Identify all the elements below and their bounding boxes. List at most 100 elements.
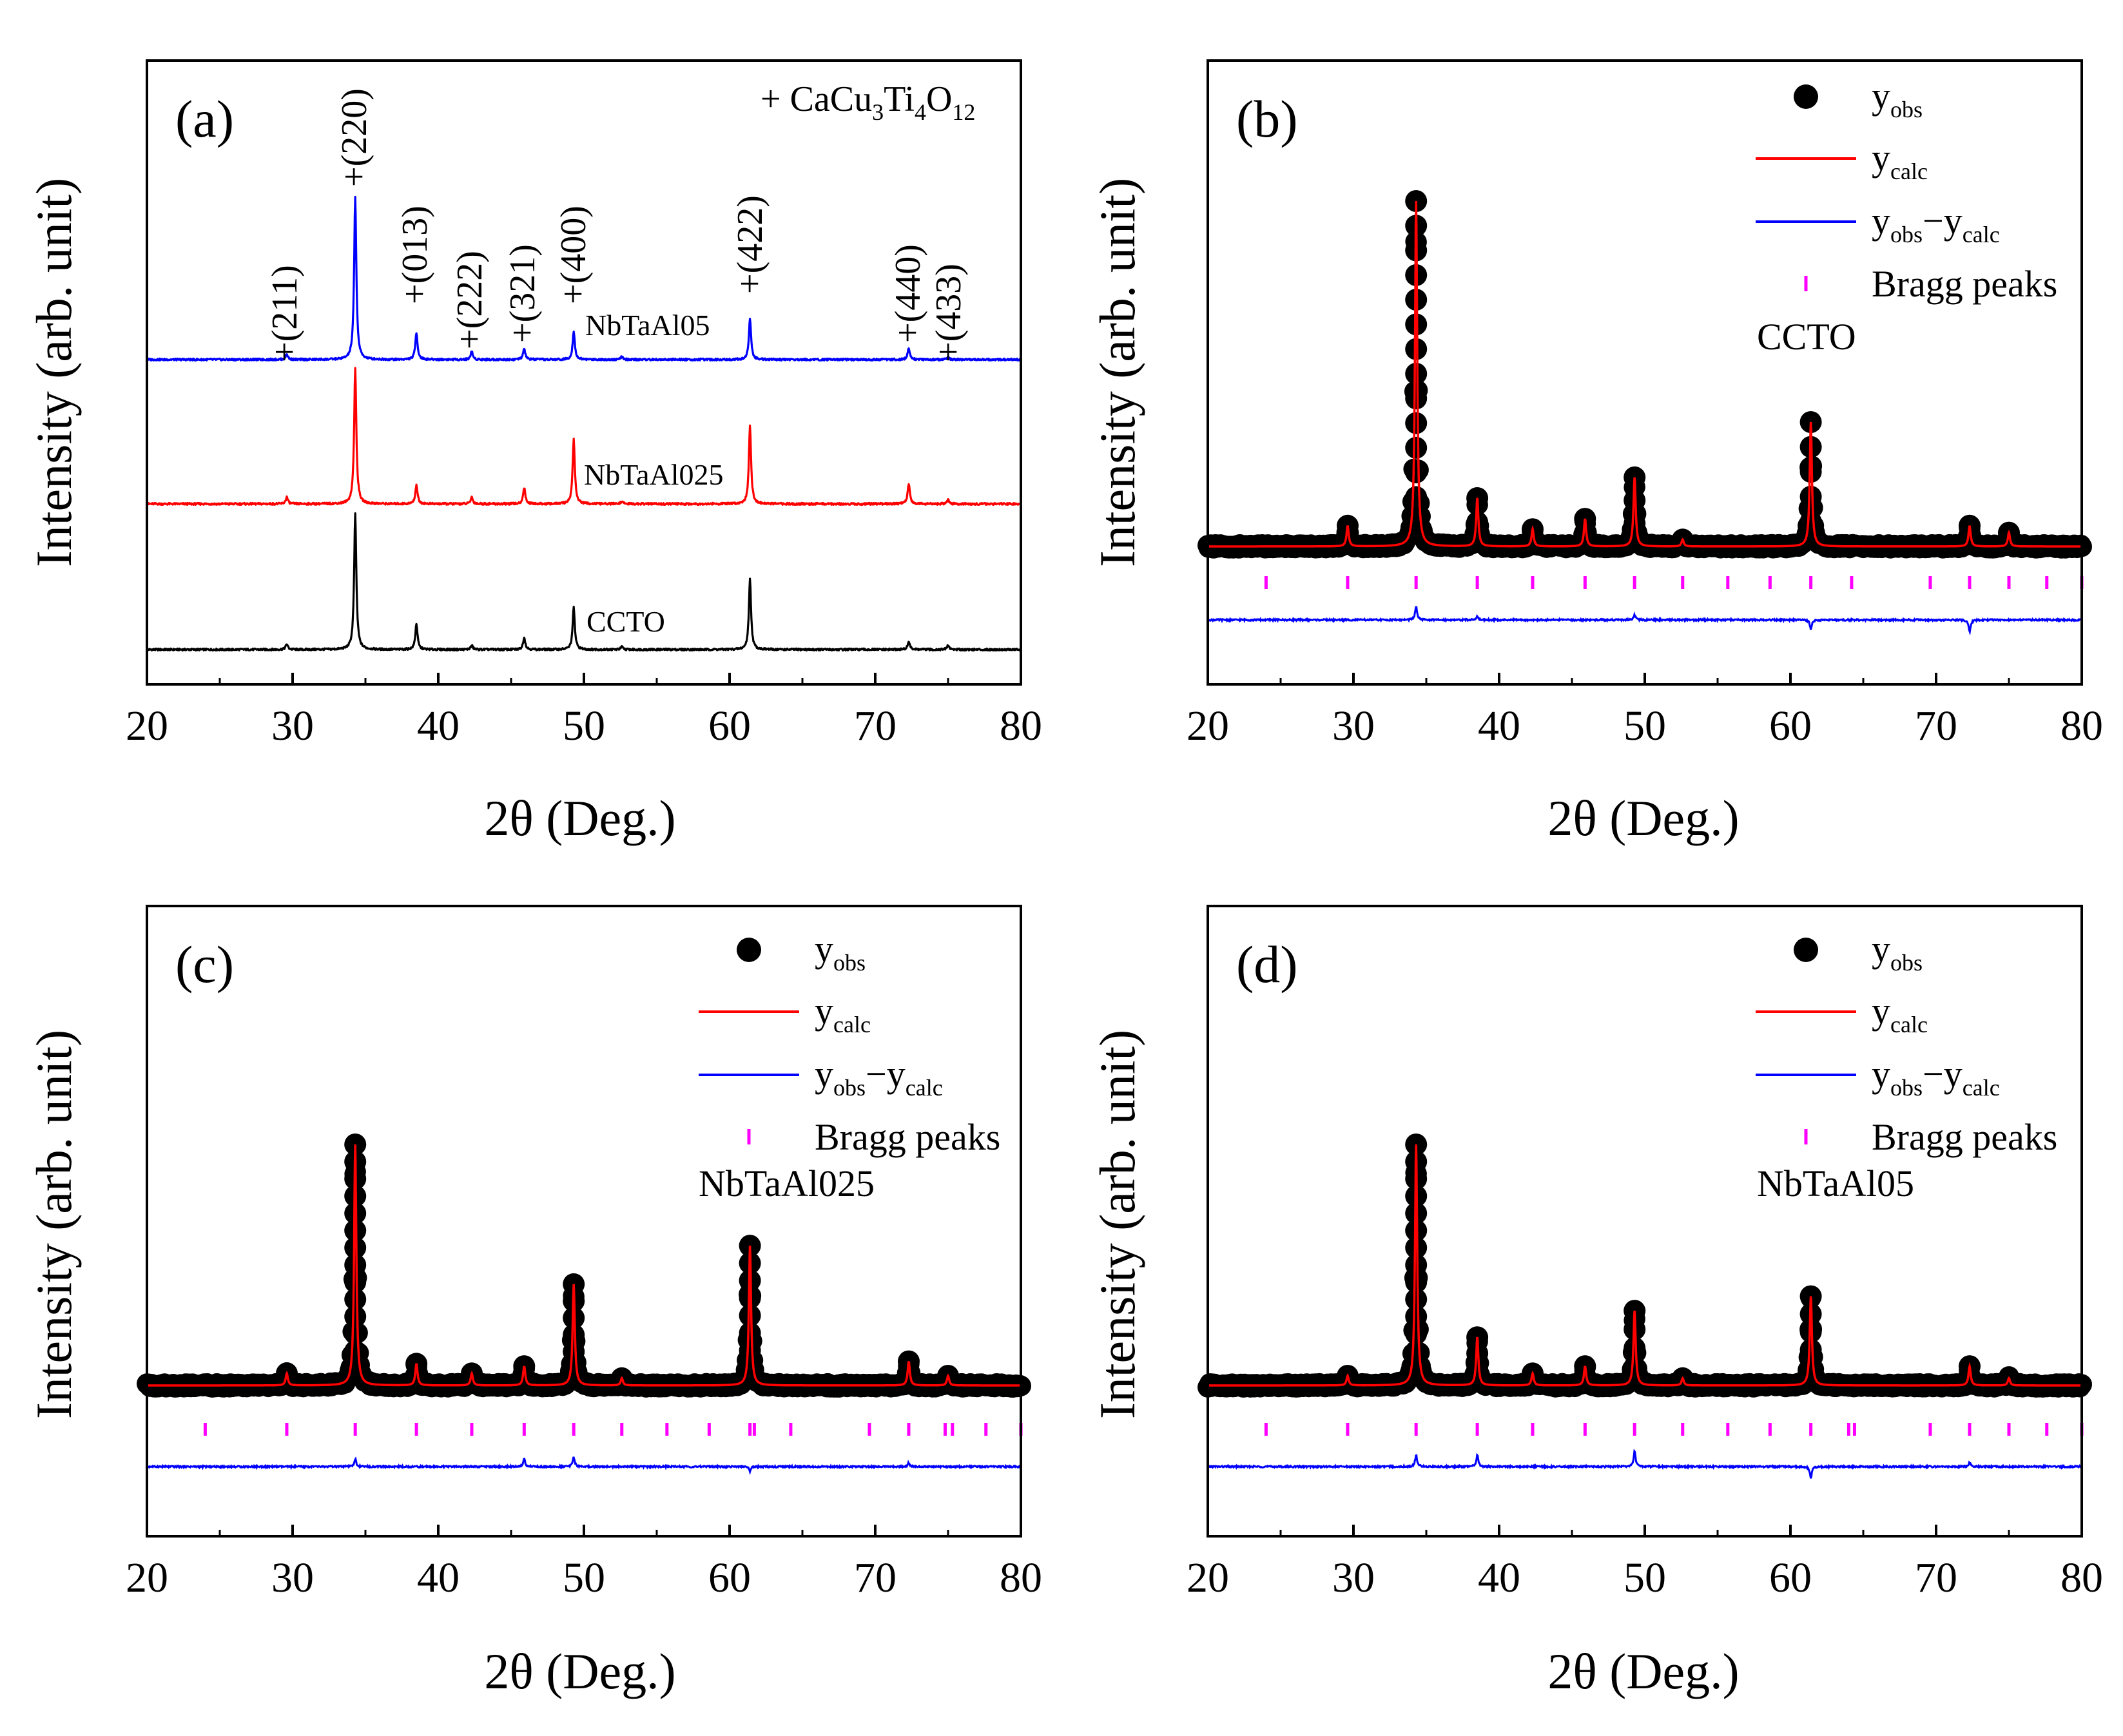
legend-calc-label-b: ycalc (1872, 137, 1928, 184)
panel-a-label: (a) (175, 90, 234, 148)
bragg-ticks-c (203, 1423, 1023, 1436)
obs-point (1405, 387, 1428, 410)
calc-line-b (1208, 200, 2082, 548)
x-tick-label-a-70: 70 (854, 702, 897, 749)
panel-c-y-axis-label: Intensity (arb. unit) (26, 1030, 82, 1419)
x-tick-label-c-80: 80 (1000, 1554, 1042, 1601)
x-tick-label-a-40: 40 (417, 702, 460, 749)
x-tick-label-a-20: 20 (126, 702, 168, 749)
hkl-label-440: +(440) (888, 244, 928, 343)
panel-a: (a) + CaCu3Ti4O12 +(211) +(220) +(013) +… (26, 59, 1042, 846)
x-tick-label-d-60: 60 (1769, 1554, 1812, 1601)
series-label-nbtaal05: NbTaAl05 (585, 309, 710, 342)
panel-d-plot-area (1197, 1133, 2092, 1479)
legend-diff-label-d: yobs−ycalc (1872, 1053, 2000, 1101)
panel-b-y-axis-label: Intensity (arb. unit) (1089, 178, 1145, 567)
legend-bragg-label-c: Bragg peaks (815, 1116, 1000, 1158)
panel-c-legend: yobs ycalc yobs−ycalc Bragg peaks (699, 928, 1000, 1158)
x-tick-label-a-50: 50 (563, 702, 605, 749)
panel-d-label: (d) (1236, 935, 1298, 994)
x-tick-label-a-60: 60 (708, 702, 751, 749)
legend-obs-marker-c (737, 938, 761, 962)
obs-point (1405, 363, 1428, 385)
panel-b-legend: yobs ycalc yobs−ycalc Bragg peaks (1756, 75, 2057, 305)
observed-points-c (137, 1133, 1031, 1398)
x-tick-label-d-50: 50 (1624, 1554, 1666, 1601)
pattern-line-nbtaal05 (146, 195, 1022, 362)
series-label-nbtaal025: NbTaAl025 (584, 458, 724, 491)
x-tick-label-c-60: 60 (708, 1554, 751, 1601)
legend-obs-label-d: yobs (1872, 928, 1923, 976)
panel-d-sample-name: NbTaAl05 (1757, 1162, 1914, 1204)
legend-bragg-label-b: Bragg peaks (1872, 263, 2057, 305)
legend-obs-label-b: yobs (1872, 75, 1923, 122)
panel-b-plot-area (1197, 190, 2092, 636)
obs-point (1624, 1356, 1646, 1378)
x-tick-label-c-40: 40 (417, 1554, 460, 1601)
panel-a-y-axis-label: Intensity (arb. unit) (26, 178, 82, 567)
panel-c-x-axis-label: 2θ (Deg.) (484, 1643, 675, 1699)
x-tick-label-b-20: 20 (1187, 702, 1229, 749)
panel-d-x-axis-label: 2θ (Deg.) (1547, 1643, 1739, 1699)
diff-line-b (1207, 606, 2082, 636)
hkl-label-220: +(220) (334, 88, 374, 187)
obs-point (1799, 485, 1822, 508)
diff-line-c (146, 1456, 1022, 1476)
x-tick-label-b-60: 60 (1769, 702, 1812, 749)
panel-c: (c) yobs ycalc yobs−ycalc Bragg peaks NbTaA… (26, 905, 1042, 1699)
hkl-label-422: +(422) (730, 195, 770, 294)
hkl-label-400: +(400) (554, 206, 594, 304)
x-tick-label-c-50: 50 (563, 1554, 605, 1601)
x-tick-label-a-30: 30 (271, 702, 314, 749)
panel-a-x-ticks: 20 30 40 50 60 70 80 (126, 673, 1042, 749)
panel-d: (d) yobs ycalc yobs−ycalc Bragg peaks NbTaA… (1089, 905, 2103, 1699)
panel-b-sample-name: CCTO (1757, 316, 1856, 358)
panel-a-reflection-labels: +(211) +(220) +(013) +(222) +(321) +(400… (265, 88, 969, 362)
observed-points-b (1197, 190, 2092, 559)
panel-a-frame (146, 59, 1022, 686)
legend-diff-label-b: yobs−ycalc (1872, 200, 2000, 247)
obs-point (1405, 461, 1428, 484)
hkl-label-211: +(211) (265, 265, 305, 362)
x-tick-label-d-70: 70 (1915, 1554, 1957, 1601)
legend-obs-marker-b (1794, 84, 1818, 109)
diff-line-d (1207, 1449, 2082, 1479)
series-label-ccto: CCTO (586, 605, 665, 638)
legend-calc-label-d: ycalc (1872, 990, 1928, 1037)
obs-point (1405, 486, 1428, 508)
x-tick-label-b-30: 30 (1332, 702, 1375, 749)
panel-d-y-axis-label: Intensity (arb. unit) (1089, 1030, 1145, 1419)
panel-d-legend: yobs ycalc yobs−ycalc Bragg peaks (1756, 928, 2057, 1158)
panel-b-x-axis-label: 2θ (Deg.) (1547, 790, 1739, 846)
hkl-label-222: +(222) (450, 251, 490, 349)
x-tick-label-b-50: 50 (1624, 702, 1666, 749)
panel-b-frame (1207, 59, 2083, 686)
x-tick-label-b-70: 70 (1915, 702, 1957, 749)
x-tick-label-b-40: 40 (1478, 702, 1520, 749)
panel-b-label: (b) (1236, 90, 1298, 148)
pattern-line-nbtaal025 (146, 367, 1022, 506)
x-tick-label-c-70: 70 (854, 1554, 897, 1601)
panel-c-plot-area (137, 1133, 1031, 1476)
x-tick-label-d-80: 80 (2060, 1554, 2103, 1601)
panel-a-x-axis-label: 2θ (Deg.) (484, 790, 675, 846)
panel-a-plot-area (146, 195, 1022, 652)
legend-diff-label-c: yobs−ycalc (815, 1053, 943, 1101)
obs-point (1405, 412, 1428, 434)
bragg-ticks-b (1264, 576, 2084, 589)
panel-c-sample-name: NbTaAl025 (699, 1162, 875, 1204)
legend-obs-marker-d (1794, 938, 1818, 962)
pattern-line-ccto (146, 512, 1022, 652)
x-tick-label-d-20: 20 (1187, 1554, 1229, 1601)
x-tick-label-d-30: 30 (1332, 1554, 1375, 1601)
panel-a-phase-label: + CaCu3Ti4O12 (761, 79, 975, 125)
panel-d-frame (1207, 905, 2083, 1538)
x-tick-label-b-80: 80 (2060, 702, 2103, 749)
bragg-ticks-d (1264, 1423, 2084, 1436)
legend-obs-label-c: yobs (815, 928, 866, 976)
legend-bragg-label-d: Bragg peaks (1872, 1116, 2057, 1158)
obs-point (1405, 510, 1428, 533)
panel-c-frame (146, 905, 1022, 1538)
